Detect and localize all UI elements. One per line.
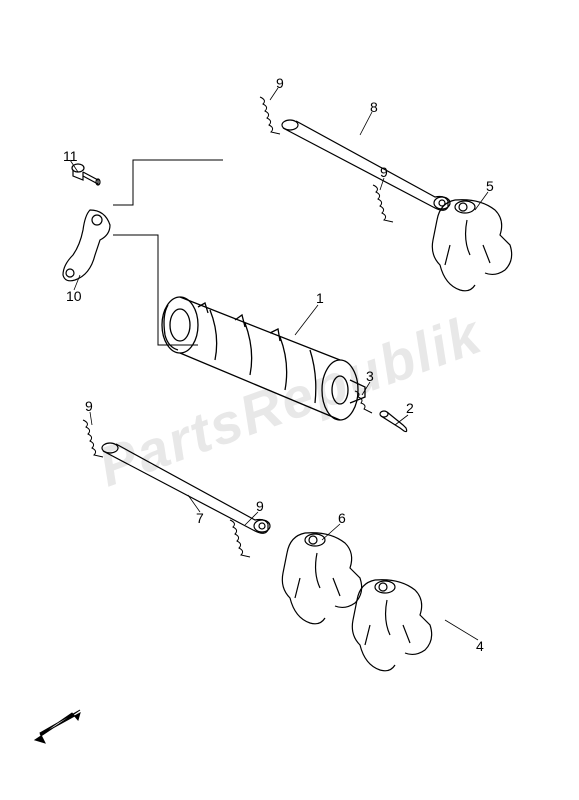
callout-9c: 9 (85, 398, 93, 414)
callout-10: 10 (66, 288, 82, 304)
callout-1: 1 (316, 290, 324, 306)
callout-3: 3 (366, 368, 374, 384)
callout-9d: 9 (256, 498, 264, 514)
callout-6: 6 (338, 510, 346, 526)
direction-arrow-icon (30, 705, 90, 750)
callout-4: 4 (476, 638, 484, 654)
callout-5: 5 (486, 178, 494, 194)
callout-2: 2 (406, 400, 414, 416)
callout-8: 8 (370, 99, 378, 115)
callout-9b: 9 (380, 164, 388, 180)
parts-diagram: PartsRepublik (0, 0, 579, 800)
callout-9a: 9 (276, 75, 284, 91)
callout-11: 11 (63, 148, 78, 164)
callout-7: 7 (196, 510, 204, 526)
